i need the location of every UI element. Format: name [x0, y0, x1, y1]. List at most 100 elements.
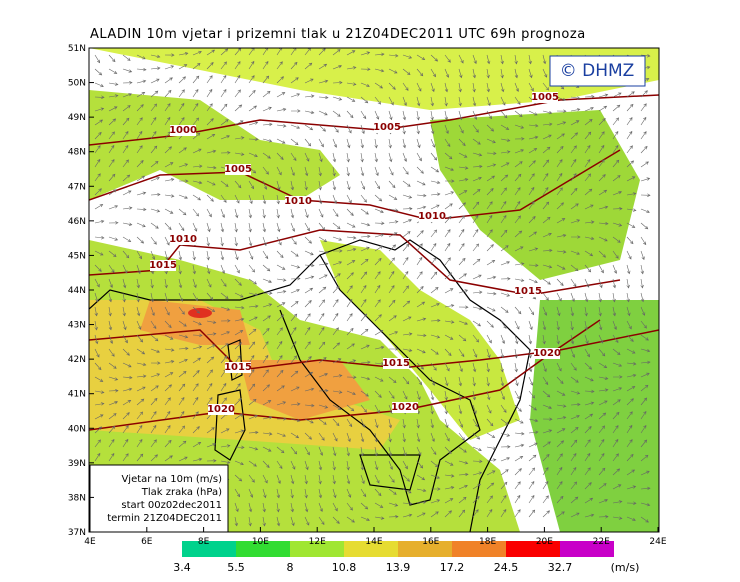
- wind-arrow: [290, 208, 295, 219]
- wind-arrow: [346, 375, 357, 379]
- wind-arrow: [108, 68, 118, 74]
- wind-arrow: [220, 180, 229, 187]
- wind-arrow: [234, 250, 239, 261]
- wind-arrow: [262, 264, 271, 272]
- wind-arrow: [164, 334, 174, 340]
- wind-arrow: [94, 278, 100, 288]
- wind-arrow: [374, 271, 381, 280]
- wind-arrow: [402, 513, 413, 518]
- wind-arrow: [486, 482, 495, 490]
- wind-arrow: [514, 362, 518, 373]
- wind-arrow: [206, 250, 210, 261]
- wind-arrow: [206, 459, 217, 463]
- wind-arrow: [402, 194, 413, 199]
- wind-arrow: [640, 439, 648, 448]
- wind-arrow: [472, 96, 477, 107]
- wind-arrow: [612, 159, 620, 168]
- wind-arrow: [584, 439, 591, 448]
- wind-arrow: [178, 456, 188, 462]
- wind-arrow: [430, 138, 436, 148]
- wind-arrow: [164, 278, 168, 289]
- wind-arrow: [626, 130, 633, 140]
- wind-arrow: [332, 460, 336, 471]
- wind-arrow: [122, 190, 132, 196]
- wind-arrow: [584, 220, 595, 224]
- wind-arrow: [248, 502, 253, 513]
- wind-arrow: [598, 118, 606, 126]
- wind-arrow: [528, 404, 538, 411]
- wind-arrow: [640, 131, 647, 140]
- wind-arrow: [122, 362, 132, 368]
- wind-arrow: [458, 257, 466, 266]
- wind-arrow: [612, 500, 623, 504]
- wind-arrow: [472, 320, 482, 327]
- wind-arrow: [598, 292, 602, 303]
- wind-arrow: [500, 457, 510, 462]
- wind-arrow: [598, 159, 605, 168]
- wind-arrow: [262, 416, 273, 420]
- wind-arrow: [612, 375, 623, 379]
- isobar-label-bg: [532, 92, 558, 103]
- wind-arrow: [640, 116, 647, 126]
- wind-arrow: [262, 354, 269, 364]
- wind-arrow: [276, 152, 284, 160]
- wind-arrow: [571, 235, 581, 239]
- wind-arrow: [374, 221, 385, 225]
- wind-arrow: [444, 432, 450, 442]
- wind-arrow: [500, 481, 508, 490]
- wind-arrow: [430, 432, 435, 442]
- wind-arrow: [472, 483, 482, 490]
- wind-arrow: [598, 144, 605, 154]
- wind-arrow: [458, 202, 466, 210]
- wind-arrow: [388, 96, 394, 106]
- wind-arrow: [332, 236, 343, 241]
- wind-arrow: [94, 173, 101, 182]
- wind-arrow: [430, 418, 434, 429]
- wind-arrow: [192, 102, 199, 112]
- wind-arrow: [304, 152, 310, 162]
- wind-arrow: [122, 320, 127, 331]
- wind-arrow: [374, 96, 381, 105]
- wind-arrow: [430, 204, 440, 210]
- wind-arrow: [220, 194, 227, 203]
- isobar-label: 1005: [224, 164, 252, 175]
- wind-arrow: [164, 65, 175, 70]
- wind-arrow: [458, 190, 468, 196]
- wind-arrow: [108, 173, 116, 182]
- colorbar-label: 5.5: [227, 561, 245, 574]
- wind-arrow: [150, 145, 158, 154]
- wind-arrow: [220, 222, 225, 233]
- wind-arrow: [262, 303, 273, 308]
- wind-arrow: [94, 250, 104, 256]
- isobar-label: 1015: [224, 362, 252, 373]
- wind-arrow: [220, 250, 225, 261]
- wind-arrow: [542, 264, 553, 269]
- wind-arrow: [486, 110, 492, 120]
- wind-arrow: [290, 418, 301, 423]
- wind-arrow: [262, 180, 268, 190]
- wind-arrow: [444, 376, 449, 387]
- wind-arrow: [360, 390, 369, 397]
- wind-arrow: [206, 180, 216, 186]
- wind-arrow: [416, 96, 421, 107]
- wind-arrow: [150, 361, 161, 365]
- wind-arrow: [262, 488, 267, 499]
- wind-arrow: [192, 75, 200, 84]
- wind-arrow: [318, 79, 329, 84]
- wind-arrow: [472, 243, 479, 252]
- wind-arrow: [262, 474, 268, 484]
- wind-arrow: [360, 110, 367, 120]
- wind-arrow: [528, 480, 535, 490]
- wind-arrow: [626, 145, 633, 154]
- wind-arrow: [332, 110, 341, 117]
- wind-arrow: [206, 149, 217, 154]
- wind-arrow: [346, 138, 351, 149]
- wind-arrow: [164, 208, 174, 214]
- wind-arrow: [234, 474, 243, 482]
- wind-arrow: [318, 124, 326, 132]
- wind-arrow: [514, 334, 519, 345]
- wind-arrow: [234, 460, 244, 466]
- wind-arrow: [556, 292, 562, 302]
- wind-arrow: [164, 236, 170, 246]
- wind-arrow: [514, 173, 522, 182]
